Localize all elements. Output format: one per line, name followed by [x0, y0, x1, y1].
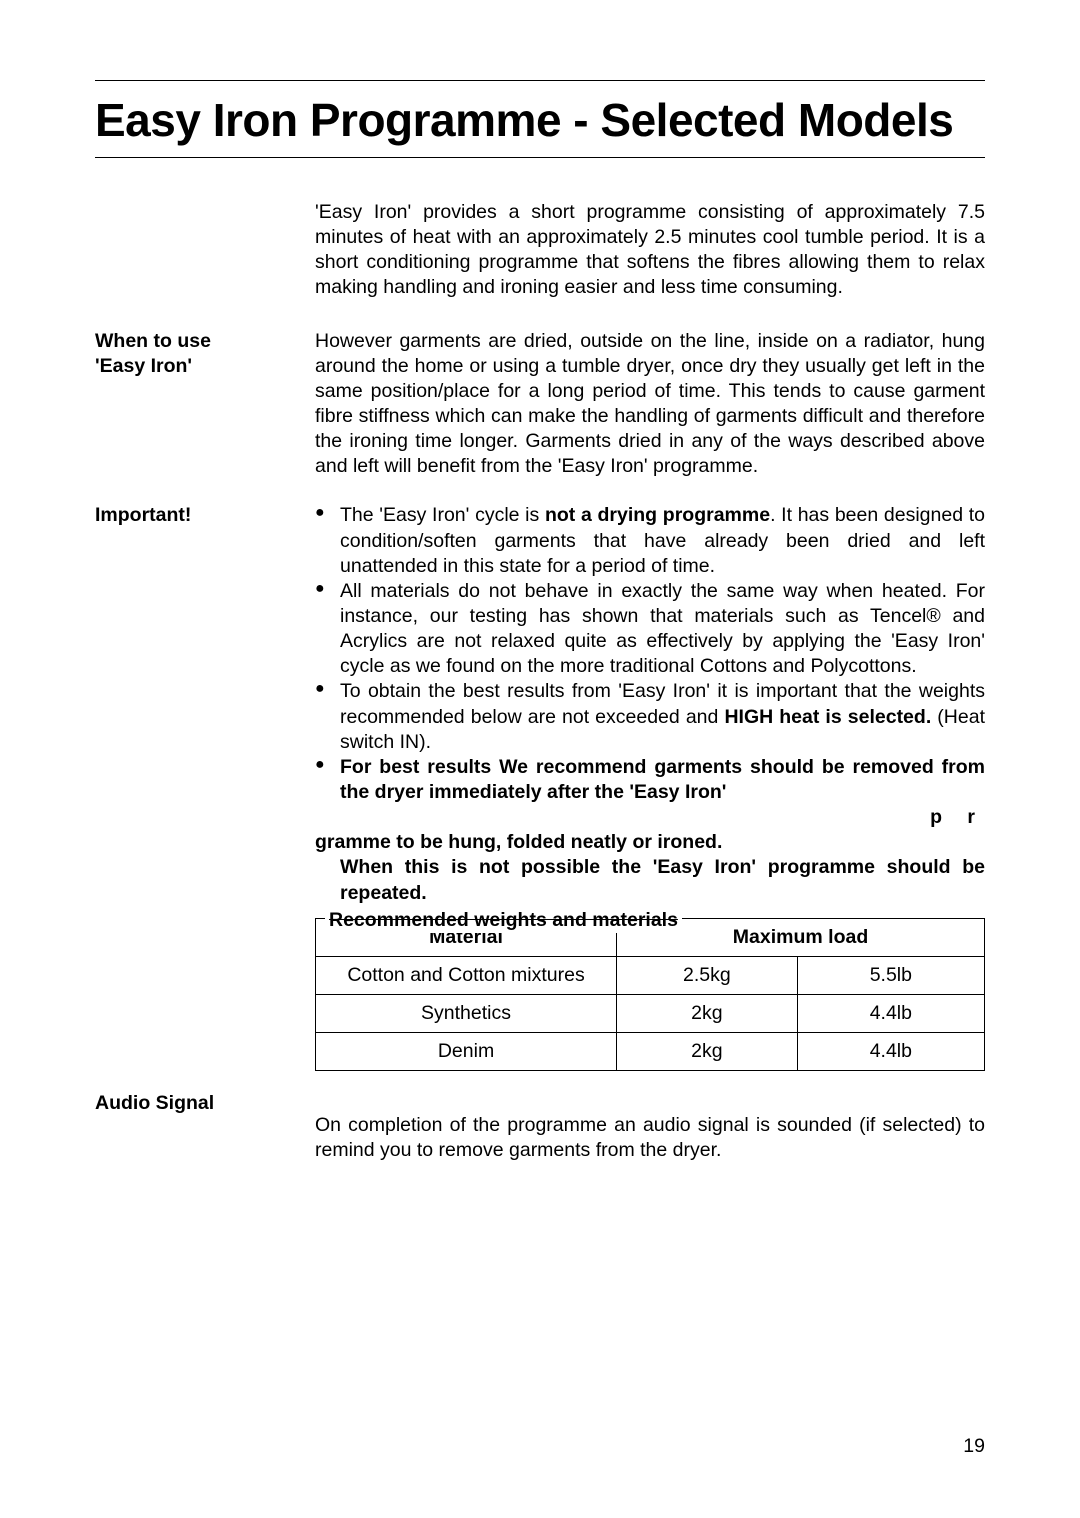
audio-signal-body: On completion of the programme an audio …: [315, 1113, 985, 1163]
cell-lb: 4.4lb: [797, 994, 984, 1032]
page-number: 19: [963, 1435, 985, 1458]
bullet-1: The 'Easy Iron' cycle is not a drying pr…: [315, 503, 985, 578]
bullet4-text-a: For best results We recommend garments s…: [340, 756, 985, 803]
cell-kg: 2kg: [617, 994, 798, 1032]
important-label: Important!: [95, 503, 295, 1071]
cell-kg: 2kg: [617, 1033, 798, 1071]
weights-table: Material Maximum load Cotton and Cotton …: [315, 918, 985, 1072]
table-row: Denim 2kg 4.4lb: [316, 1033, 985, 1071]
table-row: Synthetics 2kg 4.4lb: [316, 994, 985, 1032]
cell-lb: 4.4lb: [797, 1033, 984, 1071]
cell-lb: 5.5lb: [797, 956, 984, 994]
side-empty-1: [95, 200, 295, 329]
cell-kg: 2.5kg: [617, 956, 798, 994]
bullet1-text-b: not a drying programme: [545, 504, 770, 526]
horizontal-rule-bottom: [95, 157, 985, 158]
content-grid: 'Easy Iron' provides a short programme c…: [95, 200, 985, 1164]
pr-fragment: p r: [315, 805, 985, 830]
continuation-line: gramme to be hung, folded neatly or iron…: [315, 830, 985, 855]
cell-material: Synthetics: [316, 994, 617, 1032]
cell-material: Denim: [316, 1033, 617, 1071]
intro-paragraph: 'Easy Iron' provides a short programme c…: [315, 200, 985, 301]
when-label-line2: 'Easy Iron': [95, 355, 192, 377]
table-wrapper: Recommended weights and materials Materi…: [315, 918, 985, 1072]
important-body: The 'Easy Iron' cycle is not a drying pr…: [315, 503, 985, 1071]
table-row: Cotton and Cotton mixtures 2.5kg 5.5lb: [316, 956, 985, 994]
cell-material: Cotton and Cotton mixtures: [316, 956, 617, 994]
when-to-use-body: However garments are dried, outside on t…: [315, 329, 985, 480]
repeat-line: When this is not possible the 'Easy Iron…: [315, 855, 985, 905]
table-caption: Recommended weights and materials: [325, 908, 682, 933]
bullet-3: To obtain the best results from 'Easy Ir…: [315, 679, 985, 754]
bullet3-text-b: HIGH heat is selected.: [724, 706, 931, 728]
audio-signal-label: Audio Signal: [95, 1091, 295, 1163]
horizontal-rule-top: [95, 80, 985, 81]
when-label-line1: When to use: [95, 330, 211, 352]
bullet-4: For best results We recommend garments s…: [315, 755, 985, 805]
when-to-use-label: When to use 'Easy Iron': [95, 329, 295, 504]
bullet-list: The 'Easy Iron' cycle is not a drying pr…: [315, 503, 985, 805]
bullet1-text-a: The 'Easy Iron' cycle is: [340, 504, 545, 526]
bullet-2: All materials do not behave in exactly t…: [315, 579, 985, 680]
page-title: Easy Iron Programme - Selected Models: [95, 93, 985, 147]
